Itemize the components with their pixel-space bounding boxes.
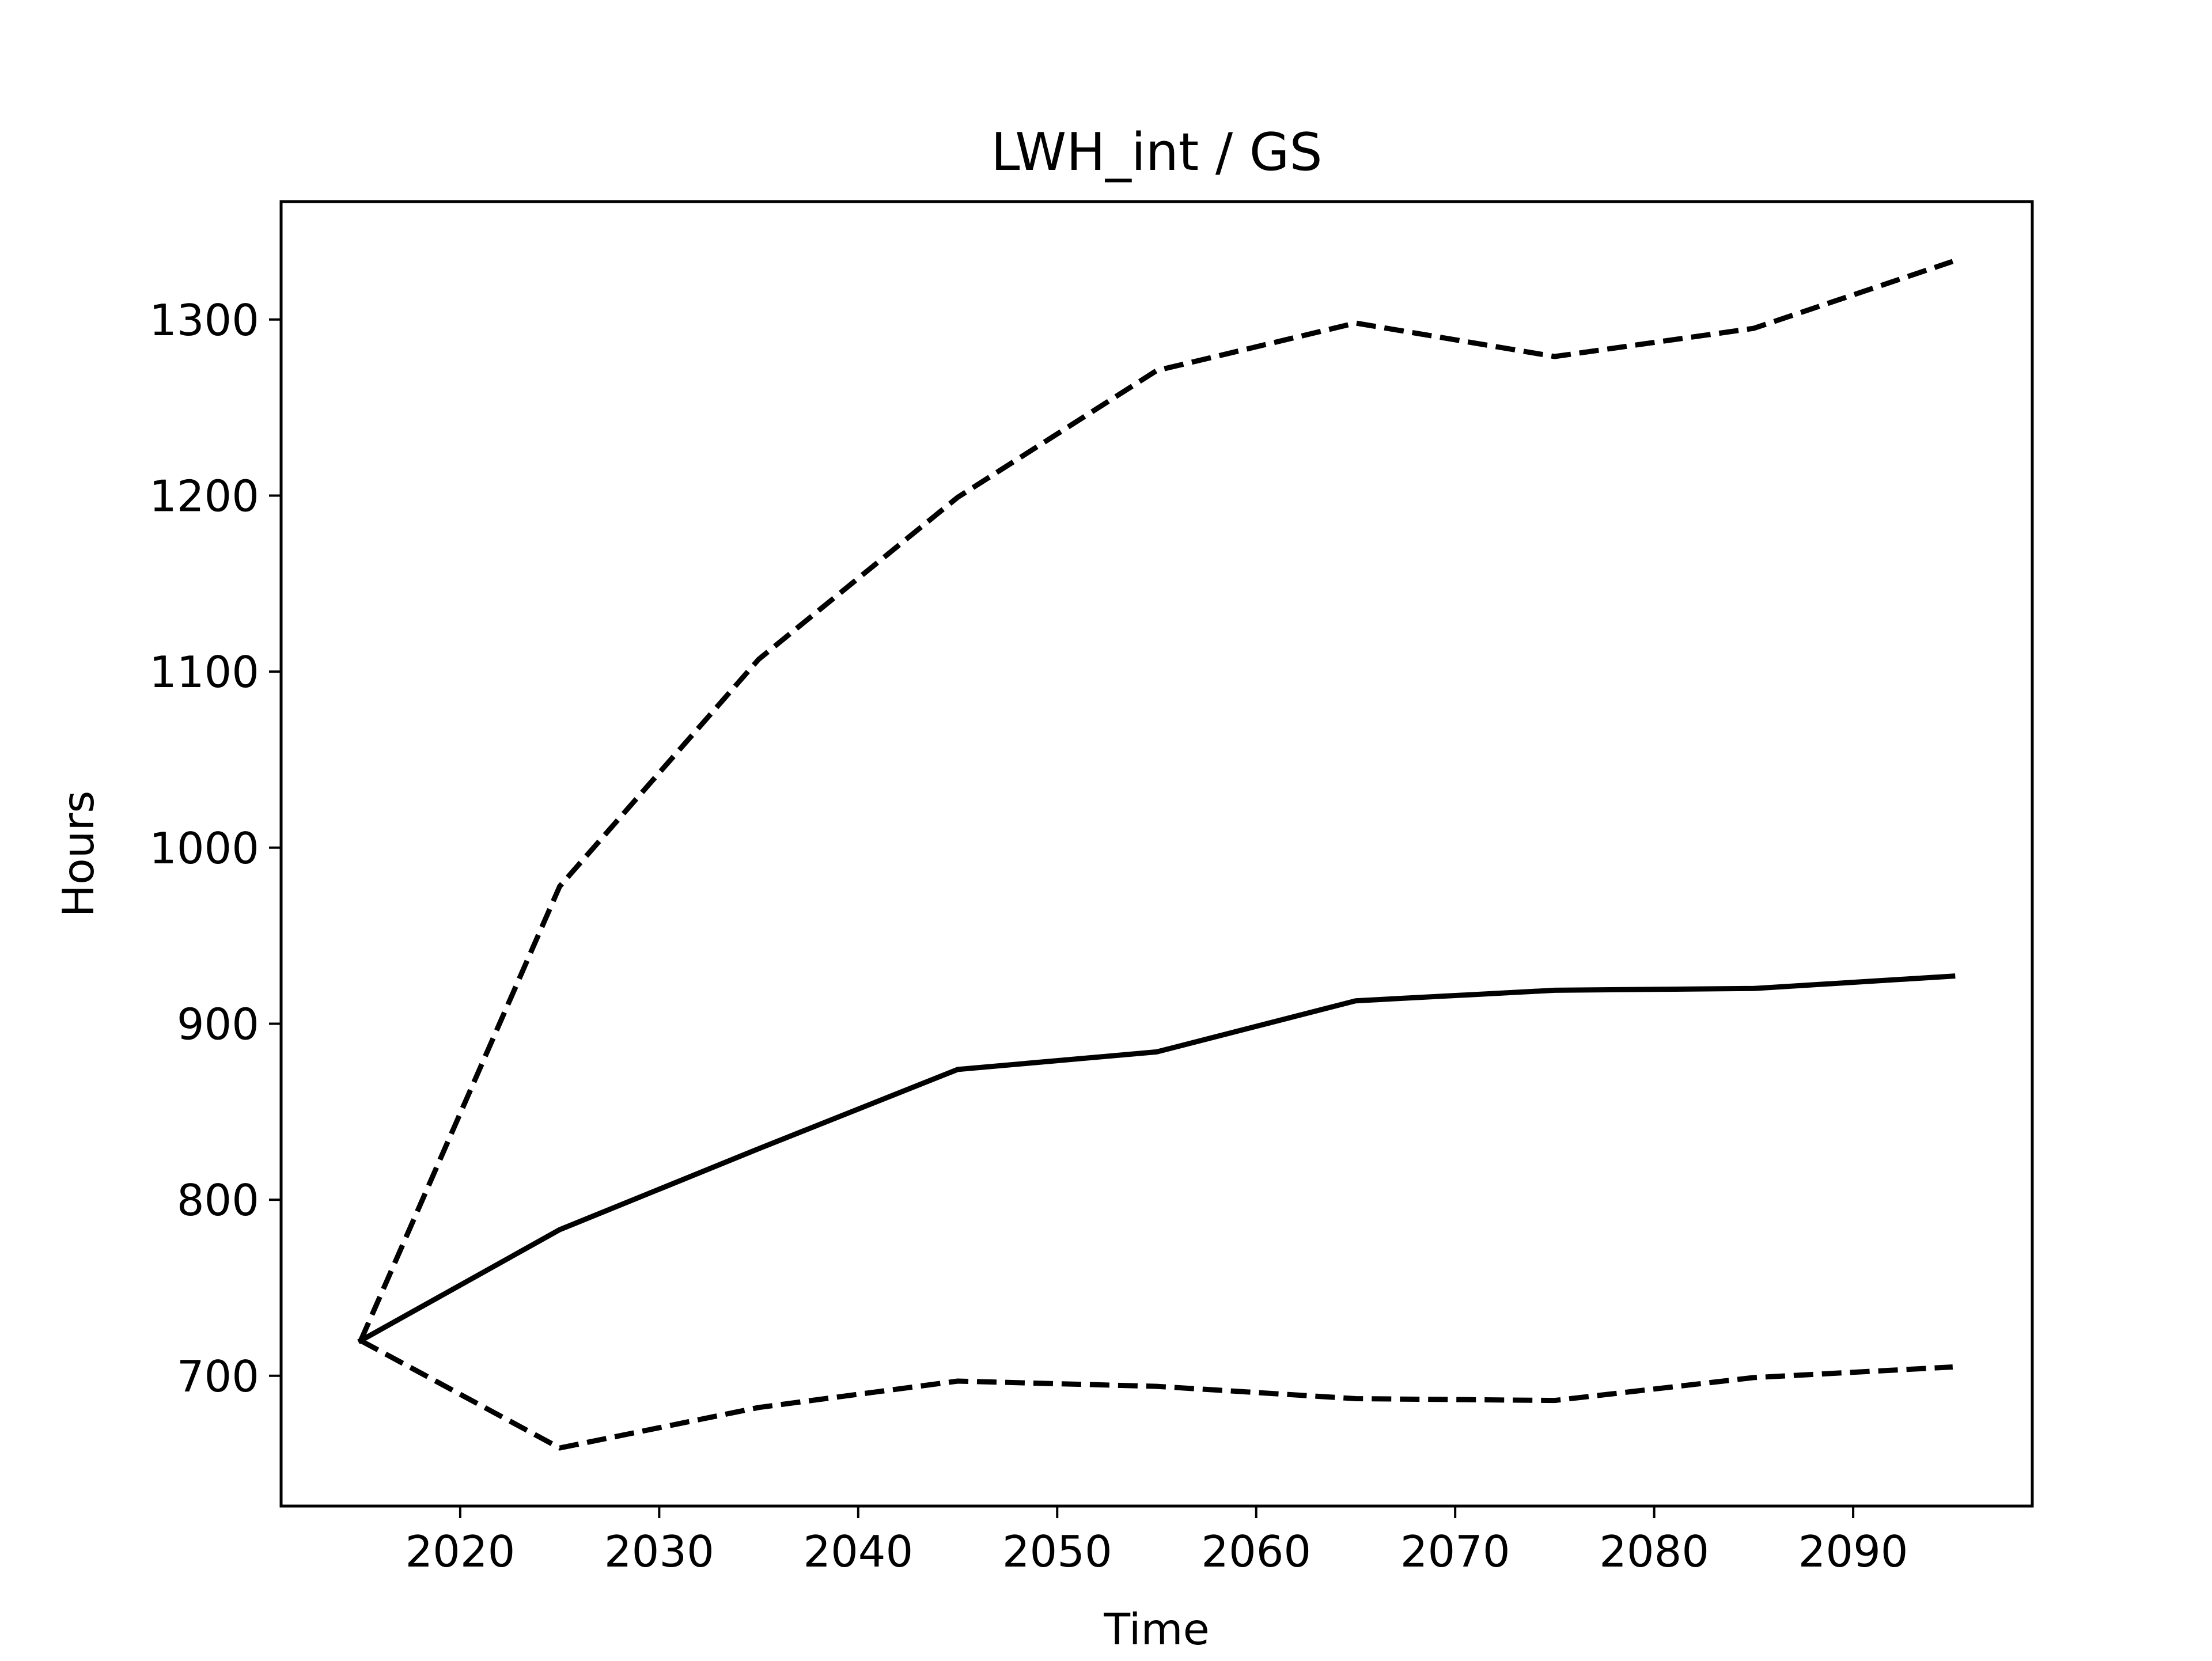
series-lines xyxy=(357,259,1956,1451)
series-line-2 xyxy=(358,259,1954,1342)
y-tick-label: 700 xyxy=(177,1351,259,1402)
y-tick-label: 1100 xyxy=(149,647,259,697)
chart-title: LWH_int / GS xyxy=(991,122,1322,183)
y-axis-ticks: 700 800 900 1000 1100 1200 1300 xyxy=(149,295,281,1402)
x-tick-label: 2060 xyxy=(1201,1526,1311,1577)
series-line-3 xyxy=(359,1338,1953,1451)
y-tick-label: 800 xyxy=(177,1175,259,1226)
x-axis-ticks: 2020 2030 2040 2050 2060 2070 2080 2090 xyxy=(405,1506,1908,1577)
series-line-1 xyxy=(357,973,1956,1344)
x-tick-label: 2090 xyxy=(1798,1526,1908,1577)
y-tick-label: 1000 xyxy=(149,823,259,874)
plot-area-frame xyxy=(279,200,2034,1508)
x-tick-label: 2020 xyxy=(405,1526,515,1577)
y-axis-label: Hours xyxy=(53,791,104,917)
y-tick-label: 1300 xyxy=(149,295,259,346)
y-tick-label: 1200 xyxy=(149,471,259,521)
x-tick-label: 2030 xyxy=(604,1526,714,1577)
y-tick-label: 900 xyxy=(177,999,259,1049)
x-tick-label: 2050 xyxy=(1002,1526,1112,1577)
x-axis-label: Time xyxy=(1103,1604,1210,1655)
x-tick-label: 2040 xyxy=(803,1526,913,1577)
x-tick-label: 2080 xyxy=(1599,1526,1709,1577)
x-tick-label: 2070 xyxy=(1400,1526,1510,1577)
